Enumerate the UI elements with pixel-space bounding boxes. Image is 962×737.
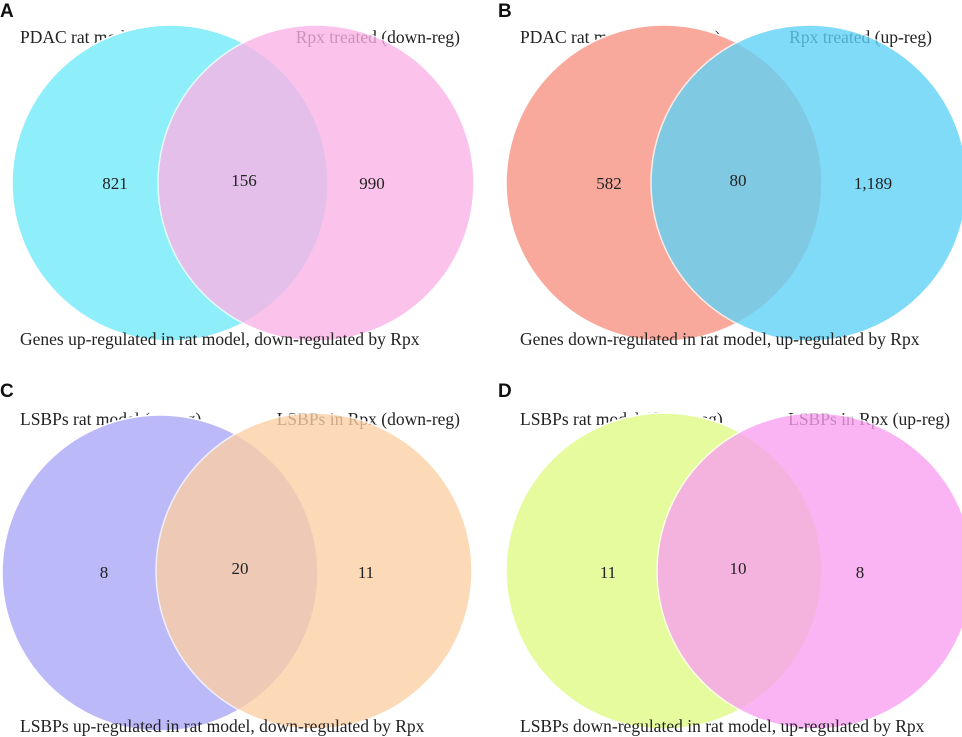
panel-d: D LSBPs rat model (down-reg) LSBPs in Rp… [498, 381, 962, 736]
panel-caption: LSBPs up-regulated in rat model, down-re… [20, 716, 425, 736]
overlap-count: 20 [232, 559, 249, 578]
right-only-count: 11 [358, 563, 374, 582]
right-only-count: 1,189 [854, 174, 892, 193]
panel-letter: C [0, 381, 14, 402]
panel-a: A PDAC rat model (up-reg) Rpx treated (d… [0, 1, 475, 349]
right-set-circle [656, 412, 962, 730]
overlap-count: 156 [231, 171, 257, 190]
panel-c: C LSBPs rat model (up-reg) LSBPs in Rpx … [0, 381, 473, 736]
right-only-count: 8 [856, 563, 865, 582]
left-only-count: 11 [600, 563, 616, 582]
panel-caption: Genes up-regulated in rat model, down-re… [20, 329, 420, 349]
right-only-count: 990 [359, 174, 385, 193]
left-only-count: 8 [100, 563, 109, 582]
panel-letter: D [498, 381, 512, 402]
panel-letter: B [498, 1, 512, 22]
overlap-count: 10 [730, 559, 747, 578]
panel-caption: LSBPs down-regulated in rat model, up-re… [520, 716, 925, 736]
overlap-count: 80 [730, 171, 747, 190]
panel-letter: A [0, 1, 14, 22]
right-set-circle [650, 24, 962, 342]
left-only-count: 582 [596, 174, 622, 193]
right-set-circle [157, 24, 475, 342]
left-only-count: 821 [102, 174, 128, 193]
right-set-circle [155, 412, 473, 730]
panel-caption: Genes down-regulated in rat model, up-re… [520, 329, 920, 349]
panel-b: B PDAC rat model (down-reg) Rpx treated … [498, 1, 962, 349]
